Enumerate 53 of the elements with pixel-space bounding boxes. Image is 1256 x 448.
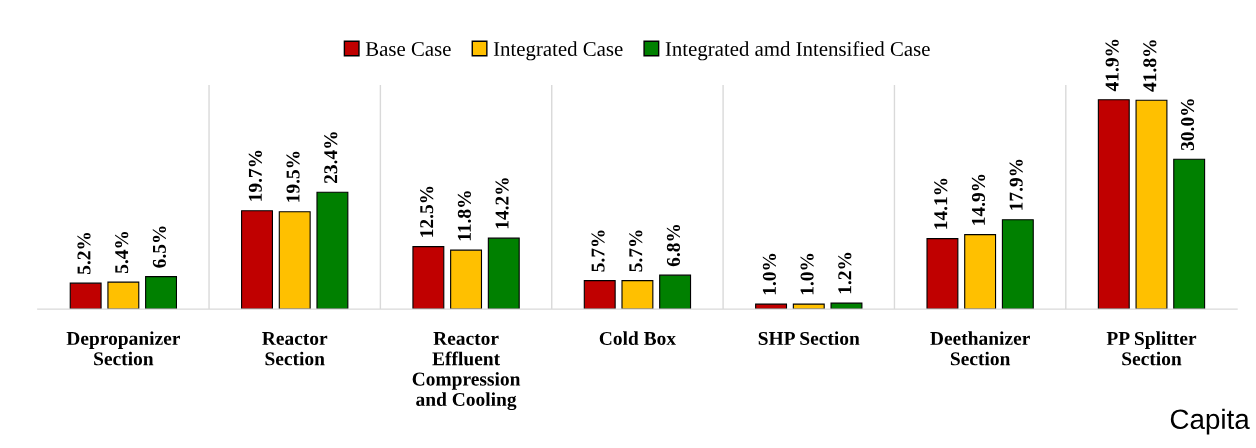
data-label: 14.1%	[934, 178, 948, 229]
data-label: 14.9%	[971, 174, 986, 225]
data-label: 19.5%	[286, 151, 300, 202]
data-label: 1.0%	[800, 253, 814, 295]
bar	[316, 191, 349, 310]
data-label: 12.5%	[420, 186, 434, 237]
data-label: 41.8%	[1143, 40, 1157, 92]
bar	[278, 211, 311, 310]
data-label: 1.0%	[762, 253, 777, 295]
bar	[926, 238, 959, 310]
bar	[1097, 99, 1130, 310]
data-label: 11.8%	[457, 191, 472, 241]
data-label: 14.2%	[495, 178, 509, 229]
data-label: 17.9%	[1009, 159, 1023, 210]
data-label: 23.4%	[324, 132, 338, 184]
bar	[964, 234, 997, 310]
x-tick-label: Deethanizer Section	[930, 331, 1030, 366]
bar	[107, 281, 140, 310]
bar	[792, 303, 825, 310]
data-label: 5.7%	[629, 230, 643, 272]
bar	[1173, 158, 1206, 310]
x-tick-label: Reactor Section	[262, 332, 328, 366]
bar	[412, 246, 445, 310]
bar	[487, 237, 520, 310]
bar	[69, 282, 102, 310]
bar	[1135, 99, 1168, 310]
legend-label: Base Case	[365, 42, 451, 57]
bar	[755, 303, 788, 310]
data-label: 30.0%	[1180, 99, 1195, 151]
data-label: 41.9%	[1105, 39, 1119, 92]
bar	[1001, 219, 1034, 310]
data-label: 6.5%	[152, 226, 167, 268]
bar	[659, 274, 692, 310]
legend-label: Integrated amd Intensified Case	[665, 41, 930, 61]
legend-label: Integrated Case	[493, 41, 623, 61]
data-label: 19.7%	[248, 150, 262, 201]
x-tick-label: Cold Box	[599, 331, 676, 346]
x-tick-label: SHP Section	[758, 331, 860, 346]
x-tick-label: Depropanizer Section	[66, 331, 181, 366]
text: Capita	[1170, 408, 1250, 435]
bar	[145, 276, 178, 310]
data-label: 1.2%	[838, 252, 852, 294]
data-label: 6.8%	[666, 224, 681, 267]
bar	[621, 280, 654, 310]
bar	[583, 280, 616, 310]
bar	[450, 249, 483, 310]
bar	[830, 302, 863, 310]
bar	[241, 210, 273, 310]
x-tick-label: Reactor Effluent Compression and Cooling	[412, 332, 521, 411]
data-label: 5.2%	[77, 232, 91, 275]
data-label: 5.7%	[591, 230, 605, 272]
x-tick-label: PP Splitter Section	[1106, 331, 1197, 366]
data-label: 5.4%	[115, 231, 129, 274]
